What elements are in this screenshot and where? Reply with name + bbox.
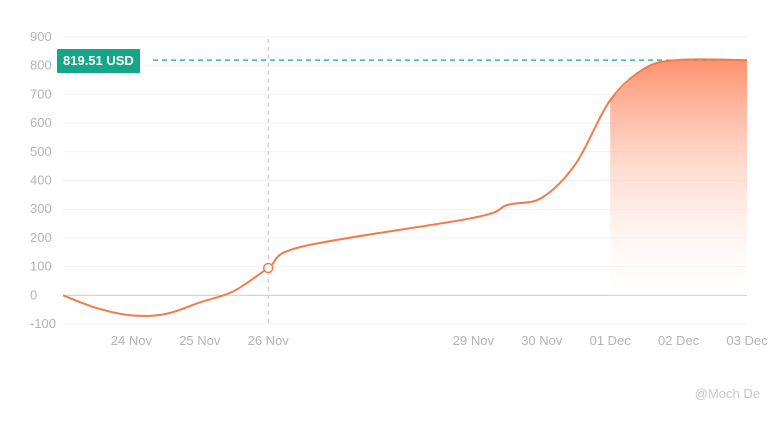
series-line — [62, 58, 748, 317]
area-fill — [610, 59, 747, 296]
x-tick-label: 26 Nov — [248, 333, 290, 348]
y-tick-label: 100 — [30, 259, 52, 274]
y-tick-label: 700 — [30, 86, 52, 101]
x-tick-label: 25 Nov — [179, 333, 221, 348]
x-tick-label: 30 Nov — [521, 333, 563, 348]
x-tick-label: 01 Dec — [590, 333, 632, 348]
x-tick-label: 02 Dec — [658, 333, 700, 348]
y-tick-label: 0 — [30, 287, 37, 302]
current-value-badge: 819.51 USD — [57, 49, 140, 73]
hover-point[interactable] — [262, 262, 274, 274]
watermark: @Moch De — [694, 386, 760, 401]
y-tick-label: 400 — [30, 173, 52, 188]
y-tick-label: 600 — [30, 115, 52, 130]
x-tick-label: 29 Nov — [453, 333, 495, 348]
y-tick-label: 300 — [30, 201, 52, 216]
x-tick-label: 03 Dec — [726, 333, 768, 348]
y-tick-label: 500 — [30, 144, 52, 159]
y-tick-label: 900 — [30, 29, 52, 44]
y-tick-label: 800 — [30, 58, 52, 73]
y-tick-label: -100 — [30, 316, 56, 331]
x-tick-label: 24 Nov — [111, 333, 153, 348]
y-tick-label: 200 — [30, 230, 52, 245]
